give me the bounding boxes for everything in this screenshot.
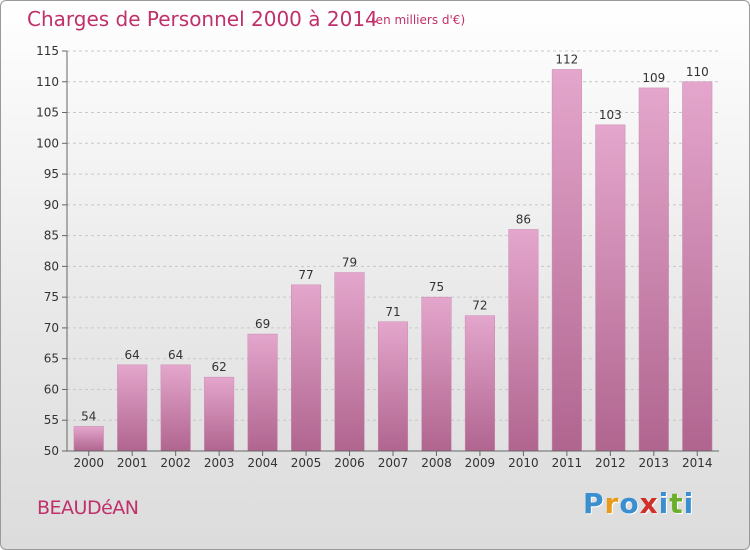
x-tick-label-2005: 2005 [291, 456, 322, 470]
x-tick-label-2003: 2003 [204, 456, 235, 470]
x-tick-label-2011: 2011 [552, 456, 583, 470]
y-tick-label: 105 [36, 106, 59, 120]
y-tick-label: 95 [44, 167, 59, 181]
y-tick-label: 55 [44, 413, 59, 427]
bar-2010 [508, 229, 539, 452]
data-label-2002: 64 [168, 348, 183, 362]
logo-letter: i [658, 487, 670, 520]
x-tick-label-2014: 2014 [682, 456, 713, 470]
bar-2006 [334, 272, 365, 452]
x-tick-label-2012: 2012 [595, 456, 626, 470]
bar-2013 [638, 87, 669, 452]
place-name: BEAUDéAN [37, 497, 139, 519]
y-tick-label: 65 [44, 352, 59, 366]
bar-2003 [204, 376, 235, 452]
proxiti-logo: Proxiti [583, 487, 694, 520]
y-tick-label: 110 [36, 75, 59, 89]
data-label-2006: 79 [342, 256, 357, 270]
bar-2008 [421, 296, 452, 452]
x-tick-label-2000: 2000 [73, 456, 104, 470]
y-tick-label: 90 [44, 198, 59, 212]
y-tick-label: 60 [44, 382, 59, 396]
data-label-2008: 75 [429, 280, 444, 294]
data-label-2014: 110 [686, 65, 709, 79]
bar-2005 [291, 284, 322, 452]
bar-2000 [73, 426, 104, 452]
data-label-2003: 62 [211, 360, 226, 374]
chart-title: Charges de Personnel 2000 à 2014 [27, 7, 378, 31]
logo-letter: i [683, 487, 695, 520]
bar-2002 [160, 364, 191, 452]
data-label-2013: 109 [642, 71, 665, 85]
x-tick-label-2008: 2008 [421, 456, 452, 470]
y-tick-label: 115 [36, 44, 59, 58]
logo-letter: r [604, 487, 620, 520]
logo-letter: P [583, 487, 605, 520]
data-label-2007: 71 [385, 305, 400, 319]
x-tick-label-2013: 2013 [639, 456, 670, 470]
logo-letter: t [669, 487, 684, 520]
x-tick-label-2010: 2010 [508, 456, 539, 470]
x-tick-label-2002: 2002 [160, 456, 191, 470]
y-tick-label: 70 [44, 321, 59, 335]
data-label-2005: 77 [298, 268, 313, 282]
bar-2007 [377, 321, 409, 452]
y-tick-label: 80 [44, 259, 59, 273]
x-tick-label-2007: 2007 [378, 456, 409, 470]
y-tick-label: 50 [44, 444, 59, 458]
chart-subtitle: (en milliers d'€) [371, 13, 466, 27]
bar-2001 [117, 364, 148, 452]
bars [73, 69, 713, 452]
data-label-2000: 54 [81, 409, 96, 423]
data-label-2011: 112 [555, 52, 578, 66]
y-tick-label: 75 [44, 290, 59, 304]
data-label-2009: 72 [472, 299, 487, 313]
bar-2004 [247, 333, 278, 452]
bar-2011 [551, 69, 582, 452]
y-tick-label: 100 [36, 136, 59, 150]
data-labels: 54 64 64 62 69 77 79 71 75 72 86 112 103 109 110 [81, 52, 709, 423]
data-label-2010: 86 [516, 212, 531, 226]
data-label-2004: 69 [255, 317, 270, 331]
x-tick-label-2009: 2009 [465, 456, 496, 470]
bar-2012 [595, 124, 626, 452]
data-label-2012: 103 [599, 108, 622, 122]
x-tick-label-2004: 2004 [247, 456, 278, 470]
logo-letter: o [619, 487, 640, 520]
logo-letter: x [639, 487, 659, 520]
x-tick-label-2006: 2006 [334, 456, 365, 470]
y-tick-label: 85 [44, 229, 59, 243]
bar-2014 [682, 81, 713, 452]
data-label-2001: 64 [125, 348, 140, 362]
bar-2009 [464, 315, 495, 452]
x-tick-label-2001: 2001 [117, 456, 148, 470]
axes: 50 55 60 65 70 75 80 85 90 95 100 105 110 115 2000 2001… [36, 44, 719, 470]
